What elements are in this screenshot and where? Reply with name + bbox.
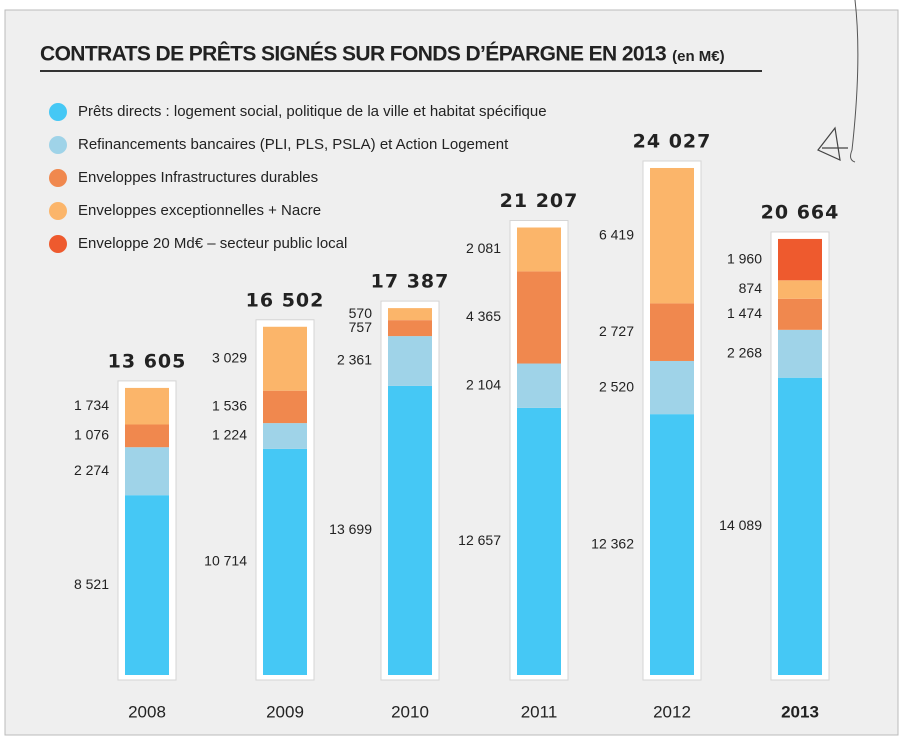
bar-segment bbox=[778, 378, 822, 675]
bar-segment bbox=[263, 423, 307, 449]
segment-label: 757 bbox=[349, 319, 373, 335]
bar-segment bbox=[263, 449, 307, 675]
legend-label: Prêts directs : logement social, politiq… bbox=[78, 103, 547, 120]
segment-label: 6 419 bbox=[599, 226, 634, 242]
chart-title: CONTRATS DE PRÊTS SIGNÉS SUR FONDS D’ÉPA… bbox=[40, 42, 666, 66]
segment-label: 1 960 bbox=[727, 250, 762, 266]
segment-label: 570 bbox=[349, 305, 373, 321]
segment-label: 1 474 bbox=[727, 305, 762, 321]
total-label: 13 605 bbox=[108, 350, 187, 372]
legend-label: Refinancements bancaires (PLI, PLS, PSLA… bbox=[78, 136, 509, 153]
segment-label: 874 bbox=[739, 280, 763, 296]
bar-segment bbox=[263, 327, 307, 391]
segment-label: 1 076 bbox=[74, 427, 109, 443]
bar-segment bbox=[517, 228, 561, 272]
bar-segment bbox=[778, 299, 822, 330]
legend-swatch bbox=[49, 202, 67, 220]
total-label: 16 502 bbox=[246, 289, 325, 311]
segment-label: 8 521 bbox=[74, 576, 109, 592]
bar-segment bbox=[650, 168, 694, 303]
bar-segment bbox=[125, 425, 169, 448]
legend-label: Enveloppes exceptionnelles + Nacre bbox=[78, 202, 321, 219]
total-label: 21 207 bbox=[500, 190, 579, 212]
bar-segment bbox=[650, 414, 694, 675]
total-label: 17 387 bbox=[371, 271, 450, 293]
x-tick-label: 2013 bbox=[781, 702, 819, 721]
total-label: 24 027 bbox=[633, 131, 712, 153]
bar-segment bbox=[125, 388, 169, 425]
segment-label: 2 274 bbox=[74, 462, 109, 478]
bar-segment bbox=[517, 271, 561, 363]
segment-label: 2 081 bbox=[466, 240, 501, 256]
bar-segment bbox=[125, 447, 169, 495]
total-label: 20 664 bbox=[761, 201, 840, 223]
chart: CONTRATS DE PRÊTS SIGNÉS SUR FONDS D’ÉPA… bbox=[0, 0, 906, 736]
bar-segment bbox=[388, 308, 432, 320]
x-tick-label: 2012 bbox=[653, 702, 691, 721]
segment-label: 12 362 bbox=[591, 535, 634, 551]
segment-label: 2 268 bbox=[727, 344, 762, 360]
bar-segment bbox=[650, 303, 694, 361]
segment-label: 1 536 bbox=[212, 398, 247, 414]
legend-swatch bbox=[49, 235, 67, 253]
legend-swatch bbox=[49, 169, 67, 187]
legend-swatch bbox=[49, 136, 67, 154]
bar-segment bbox=[778, 330, 822, 378]
x-tick-label: 2010 bbox=[391, 702, 429, 721]
segment-label: 2 727 bbox=[599, 323, 634, 339]
segment-label: 2 361 bbox=[337, 352, 372, 368]
segment-label: 2 104 bbox=[466, 376, 501, 392]
bar-segment bbox=[388, 336, 432, 386]
bar-segment bbox=[650, 361, 694, 414]
segment-label: 14 089 bbox=[719, 517, 762, 533]
legend-swatch bbox=[49, 103, 67, 121]
segment-label: 3 029 bbox=[212, 349, 247, 365]
legend-label: Enveloppe 20 Md€ – secteur public local bbox=[78, 235, 347, 252]
segment-label: 4 365 bbox=[466, 308, 501, 324]
x-tick-label: 2008 bbox=[128, 702, 166, 721]
bar-segment bbox=[517, 408, 561, 675]
x-tick-label: 2011 bbox=[521, 702, 558, 721]
segment-label: 12 657 bbox=[458, 532, 501, 548]
segment-label: 2 520 bbox=[599, 378, 634, 394]
bar-segment bbox=[517, 364, 561, 408]
bar-segment bbox=[263, 391, 307, 423]
x-tick-label: 2009 bbox=[266, 702, 304, 721]
chart-subtitle: (en M€) bbox=[672, 48, 725, 65]
bar-segment bbox=[778, 280, 822, 298]
bar-segment bbox=[778, 239, 822, 280]
segment-label: 10 714 bbox=[204, 553, 247, 569]
segment-label: 1 734 bbox=[74, 397, 109, 413]
segment-label: 1 224 bbox=[212, 427, 247, 443]
bar-segment bbox=[388, 386, 432, 675]
bar-segment bbox=[125, 495, 169, 675]
segment-label: 13 699 bbox=[329, 521, 372, 537]
legend-label: Enveloppes Infrastructures durables bbox=[78, 169, 318, 186]
bar-segment bbox=[388, 320, 432, 336]
